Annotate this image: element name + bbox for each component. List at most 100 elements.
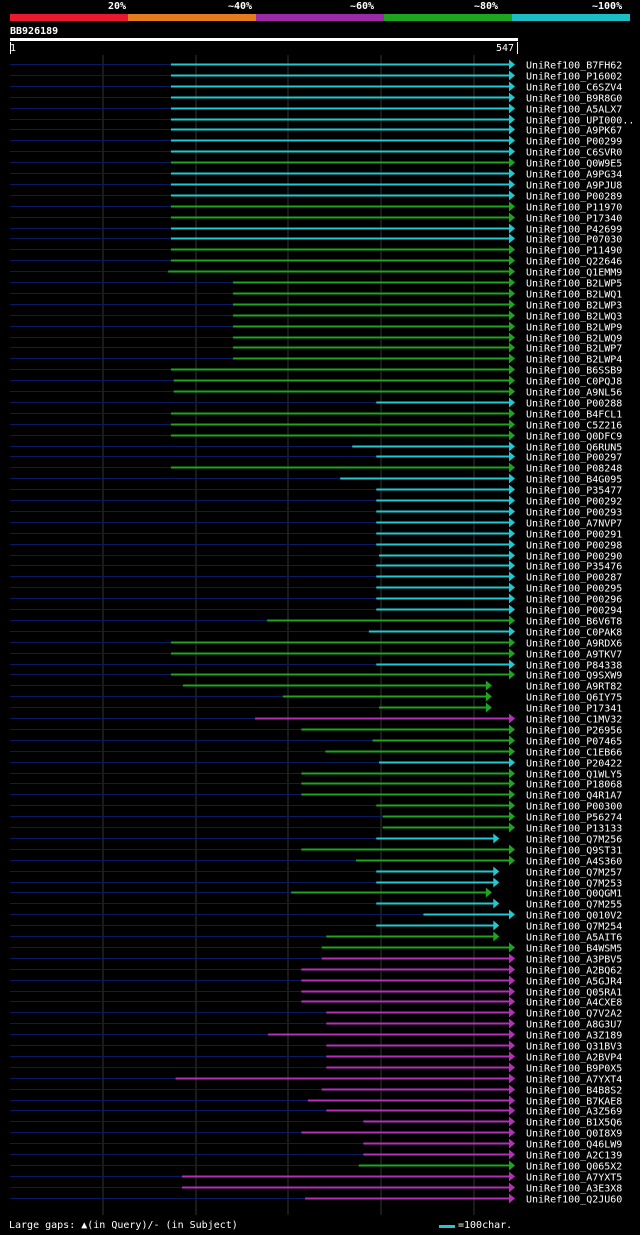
hit-arrowhead	[485, 691, 492, 702]
hit-arrowhead	[509, 1171, 515, 1182]
hit-arrowhead	[509, 539, 515, 550]
hit-label: UniRef100_B2LWQ9	[526, 334, 622, 345]
hit-arrowhead	[509, 441, 515, 452]
hit-label: UniRef100_A9PG34	[526, 170, 622, 181]
legend-swatch	[128, 14, 256, 21]
hit-arrowhead	[509, 1018, 515, 1029]
legend-label: ~80%	[474, 1, 499, 12]
hit-label: UniRef100_Q010V2	[526, 911, 622, 922]
hit-arrowhead	[509, 1149, 515, 1160]
hit-arrowhead	[493, 931, 500, 942]
hit-label: UniRef100_B2LWP9	[526, 323, 622, 334]
query-bar	[10, 38, 518, 41]
hit-label: UniRef100_P11490	[526, 246, 622, 257]
hit-arrowhead	[509, 81, 515, 92]
hit-label: UniRef100_Q1EMM9	[526, 268, 622, 279]
hit-label: UniRef100_A3PBV5	[526, 955, 622, 966]
hit-label: UniRef100_P00294	[526, 606, 622, 617]
hit-label: UniRef100_Q0DFC9	[526, 432, 622, 443]
query-start-tick	[10, 42, 11, 54]
hit-arrowhead	[509, 495, 515, 506]
hit-label: UniRef100_B2LWP5	[526, 279, 622, 290]
hit-label: UniRef100_P00299	[526, 137, 622, 148]
hit-label: UniRef100_P00295	[526, 584, 622, 595]
hit-arrowhead	[493, 877, 500, 888]
hit-label: UniRef100_C1EB66	[526, 748, 622, 759]
hit-label: UniRef100_P08248	[526, 464, 622, 475]
hit-label: UniRef100_C5Z216	[526, 421, 622, 432]
hit-label: UniRef100_A9RDX6	[526, 639, 622, 650]
legend-label: ~40%	[228, 1, 253, 12]
hit-arrowhead	[509, 768, 515, 779]
hit-label: UniRef100_B2LWP7	[526, 344, 622, 355]
hit-arrowhead	[509, 135, 515, 146]
hit-arrowhead	[509, 124, 515, 135]
hit-label: UniRef100_A9PK67	[526, 126, 622, 137]
hit-label: UniRef100_B2LWQ1	[526, 290, 622, 301]
hit-arrowhead	[509, 255, 515, 266]
hit-label: UniRef100_P00288	[526, 399, 622, 410]
hit-arrowhead	[509, 648, 515, 659]
hit-label: UniRef100_B2LWP3	[526, 301, 622, 312]
hit-arrowhead	[509, 604, 515, 615]
hit-label: UniRef100_C0PAK8	[526, 628, 622, 639]
hit-arrowhead	[509, 233, 515, 244]
hit-label: UniRef100_A9NL56	[526, 388, 622, 399]
hit-arrowhead	[509, 484, 515, 495]
hit-arrowhead	[509, 397, 515, 408]
hit-label: UniRef100_Q9ST31	[526, 846, 622, 857]
legend-swatch	[384, 14, 512, 21]
hit-arrowhead	[509, 386, 515, 397]
hit-arrowhead	[509, 506, 515, 517]
hit-label: UniRef100_P00292	[526, 497, 622, 508]
hit-label: UniRef100_A3E3X8	[526, 1184, 622, 1195]
hit-arrowhead	[509, 746, 515, 757]
hit-label: UniRef100_B2LWP4	[526, 355, 622, 366]
hit-label: UniRef100_Q7V2A2	[526, 1009, 622, 1020]
query-start-label: 1	[10, 43, 17, 54]
hit-label: UniRef100_P00297	[526, 453, 622, 464]
hit-arrowhead	[509, 778, 515, 789]
hit-arrowhead	[509, 1182, 515, 1193]
hit-label: UniRef100_B4FCL1	[526, 410, 622, 421]
hit-label: UniRef100_Q0W9E5	[526, 159, 622, 170]
hit-arrowhead	[509, 277, 515, 288]
hit-arrowhead	[509, 724, 515, 735]
hit-label: UniRef100_A7NVP7	[526, 519, 622, 530]
hit-label: UniRef100_B6SSB9	[526, 366, 622, 377]
hit-arrowhead	[509, 986, 515, 997]
hit-label: UniRef100_Q22646	[526, 257, 622, 268]
hit-arrowhead	[509, 310, 515, 321]
hit-label: UniRef100_Q31BV3	[526, 1042, 622, 1053]
hit-arrowhead	[509, 1040, 515, 1051]
hit-label: UniRef100_P42699	[526, 225, 622, 236]
hit-arrowhead	[509, 212, 515, 223]
hit-arrowhead	[509, 201, 515, 212]
hit-arrowhead	[509, 953, 515, 964]
hit-label: UniRef100_B4WSM5	[526, 944, 622, 955]
hit-label: UniRef100_C6SZV4	[526, 83, 622, 94]
hit-arrowhead	[509, 757, 515, 768]
hit-arrowhead	[509, 92, 515, 103]
hit-label: UniRef100_P07465	[526, 737, 622, 748]
hit-arrowhead	[509, 451, 515, 462]
hit-label: UniRef100_P35476	[526, 562, 622, 573]
hit-arrowhead	[509, 364, 515, 375]
hit-label: UniRef100_P00296	[526, 595, 622, 606]
hit-arrowhead	[509, 168, 515, 179]
hit-arrowhead	[509, 855, 515, 866]
hit-label: UniRef100_Q6RUN5	[526, 443, 622, 454]
hit-arrowhead	[509, 146, 515, 157]
hit-label: UniRef100_A2BVP4	[526, 1053, 622, 1064]
gaps-legend: Large gaps: ▲(in Query)/- (in Subject)	[9, 1220, 238, 1231]
legend-swatch	[512, 14, 630, 21]
hit-label: UniRef100_P00291	[526, 530, 622, 541]
hit-arrowhead	[509, 550, 515, 561]
hit-arrowhead	[509, 1095, 515, 1106]
hit-arrowhead	[509, 582, 515, 593]
hit-label: UniRef100_Q7M254	[526, 922, 622, 933]
hit-label: UniRef100_Q46LW9	[526, 1140, 622, 1151]
hit-arrowhead	[509, 517, 515, 528]
hit-arrowhead	[509, 408, 515, 419]
hit-label: UniRef100_P11970	[526, 203, 622, 214]
